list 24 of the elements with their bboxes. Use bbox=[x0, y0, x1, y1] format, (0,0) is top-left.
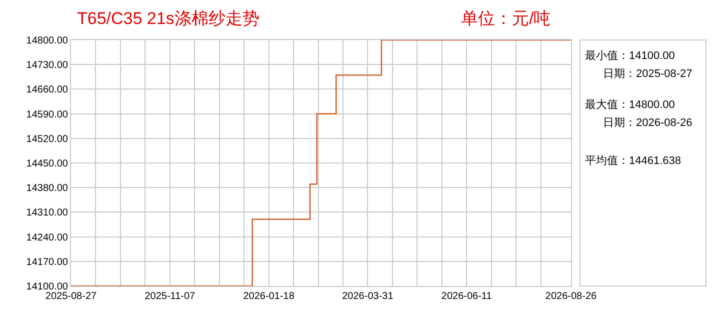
y-tick-label: 14310.00 bbox=[26, 208, 68, 219]
text: 平均值：14461.638 bbox=[585, 155, 681, 167]
y-tick-label: 14240.00 bbox=[26, 232, 68, 244]
x-tick-label: 2026-01-18 bbox=[243, 291, 295, 302]
text: 最小值：14100.00 bbox=[585, 49, 675, 62]
text: 日期：2026-08-26 bbox=[603, 117, 692, 129]
x-tick-label: 2025-08-27 bbox=[45, 291, 98, 302]
chart-subtitle: 单位：元/吨 bbox=[461, 9, 551, 28]
y-tick-label: 14450.00 bbox=[26, 158, 68, 170]
y-tick-label: 14520.00 bbox=[26, 134, 68, 145]
text: 日期：2025-08-27 bbox=[603, 68, 692, 80]
y-tick-label: 14380.00 bbox=[26, 183, 68, 194]
x-tick-label: 2026-06-11 bbox=[441, 291, 492, 302]
y-tick-label: 14800.00 bbox=[26, 36, 68, 46]
text: 最大值：14800.00 bbox=[585, 98, 675, 111]
y-tick-label: 14170.00 bbox=[26, 256, 68, 268]
y-tick-label: 14730.00 bbox=[26, 60, 68, 72]
x-tick-label: 2026-08-26 bbox=[545, 291, 598, 302]
y-tick-label: 14590.00 bbox=[26, 109, 68, 120]
y-tick-label: 14100.00 bbox=[26, 282, 68, 292]
x-tick-label: 2025-11-07 bbox=[144, 291, 196, 302]
y-tick-label: 14660.00 bbox=[26, 84, 68, 96]
chart-title: T65/C35 21s涤棉纱走势 bbox=[77, 9, 260, 28]
x-tick-label: 2026-03-31 bbox=[342, 291, 394, 302]
